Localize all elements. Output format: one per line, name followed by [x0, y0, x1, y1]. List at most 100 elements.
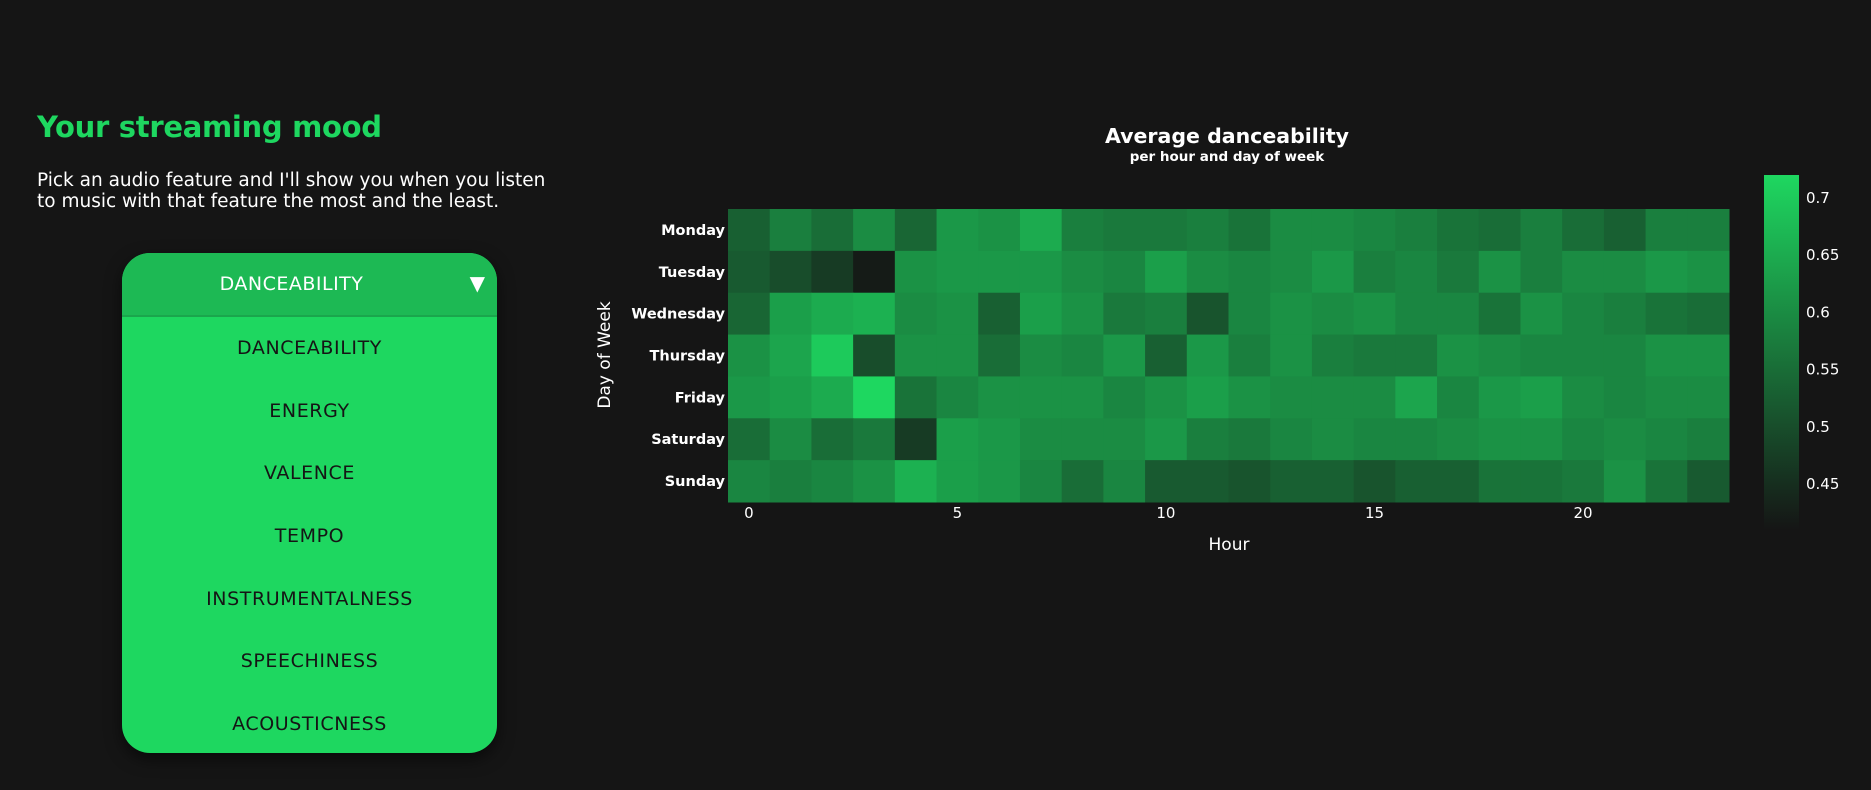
feature-dropdown[interactable]: DANCEABILITY ▼ DANCEABILITY ENERGY VALEN…: [122, 253, 497, 753]
heatmap-cell: [1395, 209, 1438, 252]
heatmap-cell: [1103, 292, 1146, 336]
heatmap-cell: [811, 292, 854, 336]
heatmap-cell: [1228, 334, 1271, 377]
heatmap-cell: [1603, 376, 1647, 419]
heatmap-cell: [1687, 460, 1730, 503]
heatmap-cell: [1603, 209, 1647, 252]
heatmap-cell: [1353, 292, 1396, 336]
dropdown-selected[interactable]: DANCEABILITY ▼: [122, 253, 497, 317]
heatmap-cell: [728, 376, 771, 419]
heatmap-cell: [894, 292, 938, 336]
heatmap-cell: [1687, 376, 1730, 419]
heatmap-cell: [936, 376, 979, 419]
y-tick-label: Tuesday: [659, 265, 726, 281]
heatmap-cell: [1145, 376, 1188, 419]
heatmap-cell: [1270, 292, 1313, 336]
heatmap-cell: [1645, 292, 1688, 336]
heatmap-cell: [728, 209, 771, 252]
colorbar-tick-label: 0.65: [1806, 246, 1839, 264]
heatmap-cell: [1270, 460, 1313, 503]
y-tick-label: Saturday: [651, 432, 725, 448]
heatmap-cell: [978, 292, 1021, 336]
heatmap-cell: [1645, 250, 1688, 294]
heatmap-cell: [1478, 460, 1521, 503]
heatmap-cell: [978, 250, 1021, 294]
y-tick-label: Thursday: [650, 349, 726, 365]
heatmap-cell: [1353, 460, 1396, 503]
option-acousticness[interactable]: ACOUSTICNESS: [232, 712, 387, 735]
heatmap-cell: [894, 418, 938, 461]
heatmap-cell: [1019, 292, 1063, 336]
heatmap-cell: [811, 376, 854, 419]
heatmap-cell: [936, 292, 979, 336]
heatmap-cell: [936, 460, 979, 503]
heatmap-cell: [1645, 209, 1688, 252]
heatmap-cell: [1603, 292, 1647, 336]
heatmap-cell: [1645, 334, 1688, 377]
heatmap-cell: [1353, 209, 1396, 252]
heatmap-cell: [728, 334, 771, 377]
heatmap-cell: [1520, 460, 1563, 503]
colorbar-tick-labels: 0.45 0.5 0.55 0.6 0.65 0.7: [1806, 189, 1839, 493]
heatmap-cell: [1395, 376, 1438, 419]
heatmap-cell: [1019, 460, 1063, 503]
heatmap-cell: [1145, 418, 1188, 461]
option-danceability[interactable]: DANCEABILITY: [236, 337, 382, 360]
heatmap-cell: [1603, 250, 1647, 294]
chart-subtitle: per hour and day of week: [1130, 149, 1326, 165]
option-instrumentalness[interactable]: INSTRUMENTALNESS: [206, 587, 413, 610]
colorbar-tick-label: 0.6: [1806, 303, 1830, 321]
heatmap-cell: [853, 334, 896, 377]
heatmap-cell: [1687, 418, 1730, 461]
heatmap-cell: [1562, 334, 1605, 377]
heatmap-cell: [894, 209, 938, 252]
option-speechiness[interactable]: SPEECHINESS: [240, 650, 379, 673]
y-axis-label: Day of Week: [595, 301, 615, 408]
heatmap-cell: [1395, 250, 1438, 294]
heatmap-cell: [1395, 418, 1438, 461]
heatmap-cell: [1103, 418, 1146, 461]
heatmap-cell: [769, 292, 812, 336]
heatmap-cell: [1061, 334, 1104, 377]
heatmap-cell: [1562, 460, 1605, 503]
heatmap-cell: [936, 334, 979, 377]
heatmap-cell: [1103, 334, 1146, 377]
heatmap-cell: [1019, 250, 1063, 294]
heatmap-cell: [936, 250, 979, 294]
option-valence[interactable]: VALENCE: [263, 462, 356, 485]
heatmap-cell: [1145, 209, 1188, 252]
heatmap-cell: [894, 250, 938, 294]
heatmap-cell: [1437, 460, 1480, 503]
heatmap-cell: [1061, 250, 1104, 294]
triangle-down-icon[interactable]: ▼: [469, 271, 485, 295]
heatmap-cell: [1603, 418, 1647, 461]
heatmap-cell: [1603, 334, 1647, 377]
heatmap-cell: [1186, 460, 1229, 503]
chart-title: Average danceability: [1105, 124, 1349, 148]
heatmap-cell: [1145, 250, 1188, 294]
heatmap-cell: [811, 209, 854, 252]
colorbar-tick-label: 0.7: [1806, 189, 1830, 207]
heatmap-cell: [1145, 460, 1188, 503]
intro-panel: Your streaming mood Pick an audio featur…: [37, 110, 557, 212]
heatmap-cell: [1228, 292, 1271, 336]
heatmap-cell: [769, 209, 812, 252]
heatmap-cell: [978, 209, 1021, 252]
heatmap-cell: [1437, 334, 1480, 377]
option-energy[interactable]: ENERGY: [269, 399, 350, 422]
heatmap-cell: [978, 376, 1021, 419]
option-tempo[interactable]: TEMPO: [274, 525, 345, 548]
heatmap-cell: [1353, 418, 1396, 461]
heatmap-cell: [853, 250, 896, 294]
heatmap-cell: [811, 250, 854, 294]
heatmap-cell: [1019, 334, 1063, 377]
page-subtitle: Pick an audio feature and I'll show you …: [37, 170, 546, 212]
x-tick-labels: 0 5 10 15 20: [744, 504, 1592, 522]
heatmap-cell: [1061, 376, 1104, 419]
heatmap-cell: [1061, 418, 1104, 461]
heatmap-cell: [1687, 209, 1730, 252]
heatmap-cell: [1103, 460, 1146, 503]
colorbar-tick-label: 0.45: [1806, 475, 1839, 493]
colorbar: [1764, 175, 1799, 530]
